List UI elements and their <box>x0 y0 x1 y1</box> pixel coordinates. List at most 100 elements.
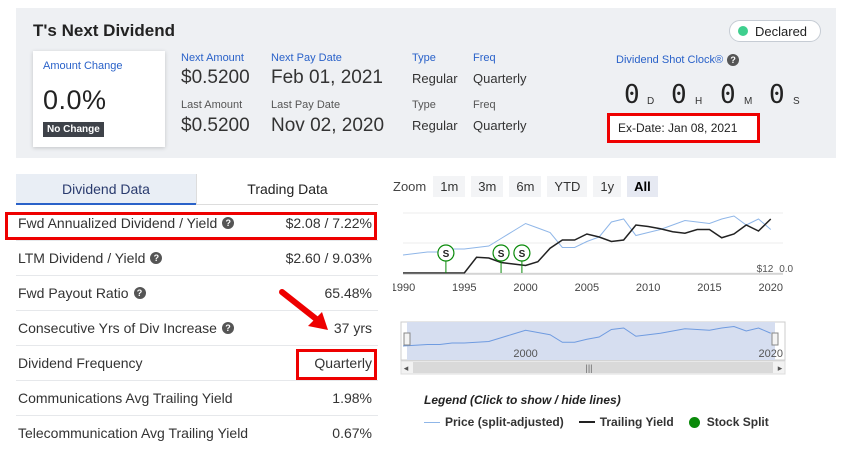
scrollbar-grip-icon: ||| <box>585 363 592 373</box>
row-label: Fwd Annualized Dividend / Yield <box>18 215 218 231</box>
ex-date-text: Ex-Date: Jan 08, 2021 <box>618 121 738 135</box>
row-label: LTM Dividend / Yield <box>18 250 146 266</box>
legend-item-price[interactable]: Price (split-adjusted) <box>424 415 564 429</box>
red-arrow-icon <box>279 289 328 330</box>
x-tick-label: 2010 <box>636 282 660 294</box>
last-amount-value: $0.5200 <box>181 115 250 136</box>
zoom-1y-button[interactable]: 1y <box>593 176 622 197</box>
navigator-right-handle[interactable] <box>771 332 779 346</box>
legend-yield-label: Trailing Yield <box>599 415 674 429</box>
row-value: $2.60 / 9.03% <box>285 250 372 266</box>
row-fwd-payout-ratio: Fwd Payout Ratio? 65.48% <box>16 276 378 311</box>
last-freq-value: Quarterly <box>473 118 527 133</box>
row-dividend-frequency: Dividend Frequency Quarterly <box>16 346 378 381</box>
stock-split-marker[interactable] <box>513 244 531 262</box>
next-pay-date-label: Next Pay Date <box>271 52 342 64</box>
clock-minutes-unit: M <box>744 96 753 107</box>
clock-minutes: 0 <box>720 80 736 110</box>
zoom-bar: Zoom 1m 3m 6m YTD 1y All <box>393 176 664 197</box>
next-freq-label: Freq <box>473 52 496 64</box>
clock-days: 0 <box>624 80 640 110</box>
scroll-left-arrow-icon[interactable]: ◂ <box>404 363 409 373</box>
navigator-left-handle[interactable] <box>403 332 411 346</box>
status-dot-icon <box>738 26 748 36</box>
ex-date-box: Ex-Date: Jan 08, 2021 <box>607 113 760 143</box>
clock-days-unit: D <box>647 96 655 107</box>
row-value: 0.67% <box>332 425 372 441</box>
chart-legend: Price (split-adjusted) Trailing Yield St… <box>424 415 784 429</box>
row-label: Consecutive Yrs of Div Increase <box>18 320 217 336</box>
x-tick-label: 2020 <box>758 282 782 294</box>
next-amount-label: Next Amount <box>181 52 244 64</box>
declared-badge: Declared <box>729 20 821 42</box>
navigator-selection[interactable] <box>407 322 775 360</box>
row-label: Dividend Frequency <box>18 355 143 371</box>
navigator-plot <box>402 325 771 347</box>
navigator-price-line <box>402 325 771 347</box>
stock-split-label: S <box>519 249 526 260</box>
last-amount-label: Last Amount <box>181 99 243 111</box>
row-fwd-annualized-dividend: Fwd Annualized Dividend / Yield? $2.08 /… <box>16 206 378 241</box>
zoom-3m-button[interactable]: 3m <box>471 176 504 197</box>
no-change-badge: No Change <box>43 122 104 137</box>
legend-price-label: Price (split-adjusted) <box>445 415 564 429</box>
amount-change-value: 0.0% <box>43 85 107 115</box>
zoom-ytd-button[interactable]: YTD <box>547 176 588 197</box>
data-tabs: Dividend Data Trading Data <box>16 174 378 205</box>
card-title: T's Next Dividend <box>33 21 175 40</box>
row-value: $2.08 / 7.22% <box>285 215 372 231</box>
help-icon[interactable]: ? <box>727 54 740 66</box>
zoom-6m-button[interactable]: 6m <box>509 176 542 197</box>
navigator-tick-label: 2000 <box>513 348 537 360</box>
next-type-label: Type <box>412 52 436 64</box>
next-pay-date-value: Feb 01, 2021 <box>271 67 383 88</box>
scrollbar-thumb[interactable] <box>413 362 773 373</box>
clock-seconds: 0 <box>769 80 785 110</box>
row-label: Fwd Payout Ratio <box>18 285 129 301</box>
help-icon[interactable]: ? <box>150 252 163 264</box>
stock-split-label: S <box>498 249 505 260</box>
shot-clock-label: Dividend Shot Clock® ? <box>616 54 740 66</box>
x-tick-label: 1995 <box>452 282 476 294</box>
help-icon[interactable]: ? <box>222 217 235 229</box>
row-label: Communications Avg Trailing Yield <box>18 390 233 406</box>
x-tick-label: 2005 <box>575 282 599 294</box>
row-label: Telecommunication Avg Trailing Yield <box>18 425 249 441</box>
right-axis-price-label: $12 <box>757 264 774 275</box>
amount-change-label: Amount Change <box>43 60 123 72</box>
next-freq-value: Quarterly <box>473 71 527 86</box>
row-value: 65.48% <box>324 285 372 301</box>
tab-trading-data[interactable]: Trading Data <box>196 174 378 205</box>
legend-split-label: Stock Split <box>706 415 769 429</box>
row-value: 37 yrs <box>333 320 372 336</box>
last-freq-label: Freq <box>473 99 496 111</box>
help-icon[interactable]: ? <box>221 322 234 334</box>
navigator-tick-label: 2020 <box>758 348 782 360</box>
row-value: Quarterly <box>314 355 372 371</box>
legend-item-yield[interactable]: Trailing Yield <box>578 415 674 429</box>
zoom-label: Zoom <box>393 179 427 194</box>
clock-hours: 0 <box>671 80 687 110</box>
next-amount-value: $0.5200 <box>181 67 250 88</box>
amount-change-box: Amount Change 0.0% No Change <box>33 51 165 147</box>
scroll-right-arrow-icon[interactable]: ▸ <box>778 363 783 373</box>
zoom-1m-button[interactable]: 1m <box>433 176 466 197</box>
right-axis-yield-label: 0.0% <box>779 264 793 275</box>
zoom-all-button[interactable]: All <box>627 176 658 197</box>
clock-hours-unit: H <box>695 96 703 107</box>
dividend-chart: S S S 1990 1995 2000 2005 2010 2015 2020 $12 0.0… <box>393 212 793 375</box>
legend-item-split[interactable]: Stock Split <box>688 415 769 429</box>
last-type-value: Regular <box>412 118 458 133</box>
row-value: 1.98% <box>332 390 372 406</box>
next-dividend-card: T's Next Dividend Declared Amount Change… <box>16 8 836 158</box>
tab-dividend-data[interactable]: Dividend Data <box>16 174 196 205</box>
price-line-icon <box>424 421 440 423</box>
row-telecom-avg-yield: Telecommunication Avg Trailing Yield 0.6… <box>16 416 378 451</box>
legend-title: Legend (Click to show / hide lines) <box>424 393 621 407</box>
chart-x-axis: 1990 1995 2000 2005 2010 2015 2020 <box>393 273 783 294</box>
stock-split-marker[interactable] <box>437 244 455 262</box>
help-icon[interactable]: ? <box>133 287 146 299</box>
x-tick-label: 1990 <box>393 282 415 294</box>
yield-series-line <box>403 218 772 274</box>
stock-split-marker[interactable] <box>492 244 510 262</box>
